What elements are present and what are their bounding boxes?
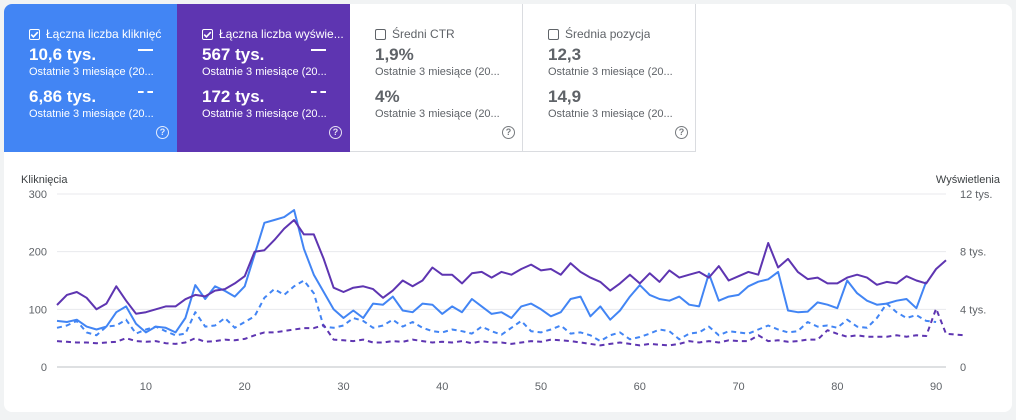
metric-value: 172 tys. (202, 87, 265, 106)
metric-period: Ostatnie 3 miesiące (20... (29, 108, 154, 120)
metric-period: Ostatnie 3 miesiące (20... (202, 108, 327, 120)
x-tick-label: 50 (535, 381, 547, 393)
series-line-1 (56, 279, 937, 343)
y-right-tick-label: 0 (960, 362, 966, 374)
metric-value: 12,3 (548, 45, 582, 64)
metric-value: 10,6 tys. (29, 45, 97, 64)
series-line-0 (56, 209, 928, 334)
solid-line-legend-icon (138, 49, 153, 51)
metric-period: Ostatnie 3 miesiące (20... (375, 108, 500, 120)
help-icon[interactable]: ? (156, 126, 169, 139)
metric-previous: 172 tys. Ostatnie 3 miesiące (20... (202, 87, 327, 121)
x-tick-label: 30 (337, 381, 349, 393)
metric-current: 1,9% Ostatnie 3 miesiące (20... (375, 45, 500, 79)
metric-card-1[interactable]: Łączna liczba wyświe... 567 tys. Ostatni… (177, 4, 350, 152)
metric-current: 10,6 tys. Ostatnie 3 miesiące (20... (29, 45, 154, 79)
metric-value: 1,9% (375, 45, 414, 64)
performance-panel: Łączna liczba kliknięć 10,6 tys. Ostatni… (4, 4, 1012, 412)
metric-previous: 14,9 Ostatnie 3 miesiące (20... (548, 87, 673, 121)
metric-card-0[interactable]: Łączna liczba kliknięć 10,6 tys. Ostatni… (4, 4, 177, 152)
y-left-tick-label: 300 (29, 189, 47, 201)
checkbox-icon[interactable] (29, 28, 40, 40)
solid-line-legend-icon (311, 49, 326, 51)
metric-card-3[interactable]: Średnia pozycja 12,3 Ostatnie 3 miesiące… (523, 4, 696, 152)
performance-chart: 0 0 100 4 tys. 200 8 tys. 300 12 tys. 10 20 30 40 50… (29, 189, 993, 393)
metric-value: 567 tys. (202, 45, 265, 64)
x-tick-label: 90 (930, 381, 942, 393)
metric-previous: 6,86 tys. Ostatnie 3 miesiące (20... (29, 87, 154, 121)
x-tick-label: 20 (239, 381, 251, 393)
metric-card-2[interactable]: Średni CTR 1,9% Ostatnie 3 miesiące (20.… (350, 4, 523, 152)
y-right-tick-label: 8 tys. (960, 247, 986, 259)
x-tick-label: 40 (436, 381, 448, 393)
metric-card-header[interactable]: Łączna liczba kliknięć (29, 26, 177, 42)
metric-value: 6,86 tys. (29, 87, 97, 106)
x-tick-label: 10 (140, 381, 152, 393)
metric-period: Ostatnie 3 miesiące (20... (29, 66, 154, 78)
metric-period: Ostatnie 3 miesiące (20... (375, 66, 500, 78)
y-left-tick-label: 0 (41, 362, 47, 374)
metric-value: 14,9 (548, 87, 582, 106)
metric-period: Ostatnie 3 miesiące (20... (202, 66, 327, 78)
y-right-tick-label: 12 tys. (960, 189, 992, 201)
checkbox-icon[interactable] (202, 28, 213, 40)
x-tick-label: 70 (732, 381, 744, 393)
series-line-2 (56, 219, 947, 315)
x-tick-label: 80 (831, 381, 843, 393)
metric-card-header[interactable]: Łączna liczba wyświe... (202, 26, 350, 42)
metric-cards: Łączna liczba kliknięć 10,6 tys. Ostatni… (4, 4, 696, 152)
checkbox-icon[interactable] (375, 28, 386, 40)
dashed-line-legend-icon (138, 91, 153, 93)
metric-period: Ostatnie 3 miesiące (20... (548, 66, 673, 78)
metric-previous: 4% Ostatnie 3 miesiące (20... (375, 87, 500, 121)
dashed-line-legend-icon (311, 91, 326, 93)
metric-card-header[interactable]: Średnia pozycja (548, 26, 695, 42)
y-right-tick-label: 4 tys. (960, 304, 986, 316)
help-icon[interactable]: ? (502, 126, 515, 139)
metric-card-header[interactable]: Średni CTR (375, 26, 522, 42)
y-left-tick-label: 100 (29, 304, 47, 316)
metric-current: 567 tys. Ostatnie 3 miesiące (20... (202, 45, 327, 79)
metric-current: 12,3 Ostatnie 3 miesiące (20... (548, 45, 673, 79)
x-tick-label: 60 (634, 381, 646, 393)
checkbox-icon[interactable] (548, 28, 559, 40)
metric-value: 4% (375, 87, 400, 106)
help-icon[interactable]: ? (329, 126, 342, 139)
y-axis-right-label: Wyświetlenia (935, 174, 1000, 186)
y-axis-left-label: Kliknięcia (21, 174, 68, 186)
y-left-tick-label: 200 (29, 247, 47, 259)
series-line-3 (56, 307, 966, 347)
help-icon[interactable]: ? (675, 126, 688, 139)
metric-period: Ostatnie 3 miesiące (20... (548, 108, 673, 120)
